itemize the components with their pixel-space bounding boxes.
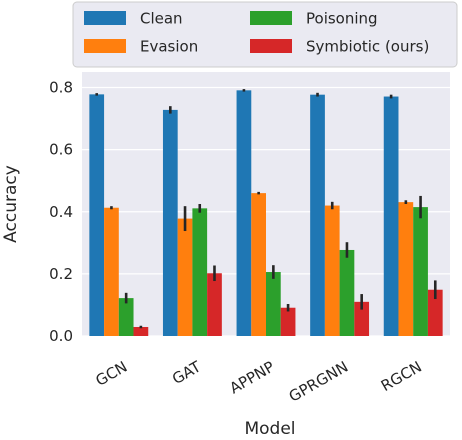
bar-group (383, 94, 443, 336)
x-tick-label: GCN (93, 358, 131, 390)
bar (383, 96, 399, 336)
legend: Clean Evasion Poisoning Symbiotic (ours) (72, 1, 458, 68)
bar (104, 207, 119, 336)
legend-item: Symbiotic (ours) (250, 38, 429, 56)
bar (398, 202, 414, 336)
legend-item: Clean (84, 10, 183, 28)
bar (324, 205, 340, 336)
x-tick-label: GPRGNN (286, 358, 351, 406)
bar (133, 326, 149, 336)
y-tick-label: 0.2 (49, 265, 73, 283)
bar-groups (89, 89, 443, 337)
bar-group (236, 89, 296, 336)
legend-label: Evasion (140, 38, 198, 56)
legend-label: Poisoning (306, 10, 378, 28)
y-tick-label: 0.4 (49, 203, 73, 221)
x-tick-labels: GCN GAT APPNP GPRGNN RGCN (93, 357, 425, 406)
legend-swatch (250, 11, 292, 25)
y-tick-labels: 0.0 0.2 0.4 0.6 0.8 (49, 79, 73, 345)
y-tick-label: 0.6 (49, 141, 73, 159)
bar (310, 94, 325, 336)
bar (280, 307, 296, 336)
y-tick-label: 0.0 (49, 327, 73, 345)
bar-group (310, 92, 370, 336)
bar (89, 94, 105, 336)
bar (266, 272, 281, 336)
bar (118, 298, 134, 336)
legend-swatch (250, 39, 292, 53)
bar-group (162, 106, 222, 337)
x-tick-label: APPNP (226, 358, 277, 398)
x-tick-label: RGCN (378, 358, 425, 395)
legend-swatch (84, 11, 126, 25)
legend-item: Evasion (84, 38, 198, 56)
bar (339, 249, 355, 336)
bar-group (89, 93, 149, 336)
bar (207, 273, 222, 336)
bar (413, 207, 428, 336)
legend-label: Symbiotic (ours) (306, 38, 429, 56)
bar (192, 208, 208, 336)
legend-frame (72, 1, 458, 68)
bar (427, 289, 443, 336)
bar (236, 90, 252, 336)
bar (162, 109, 178, 337)
y-tick-label: 0.8 (49, 79, 73, 97)
legend-item: Poisoning (250, 10, 378, 28)
x-axis-label: Model (244, 419, 295, 439)
bar (177, 218, 193, 336)
bar (251, 193, 266, 336)
y-axis-label: Accuracy (1, 165, 21, 243)
legend-label: Clean (140, 10, 183, 28)
legend-swatch (84, 39, 126, 53)
bar (354, 301, 370, 336)
x-tick-label: GAT (169, 357, 205, 388)
